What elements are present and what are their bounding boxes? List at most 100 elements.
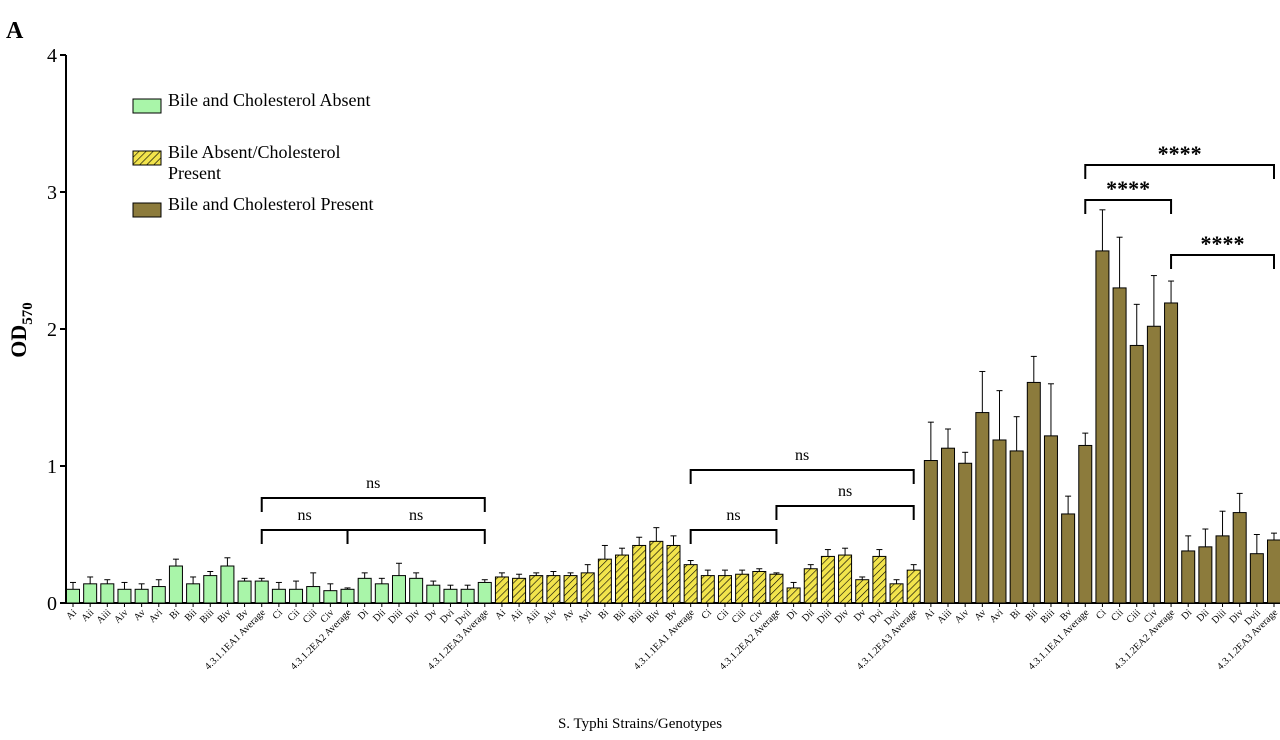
bracket — [689, 529, 778, 544]
error-bar — [876, 549, 883, 557]
x-tick-label: Avi — [988, 607, 1006, 625]
error-bar — [498, 572, 505, 577]
x-tick-label: Ci — [1094, 607, 1109, 622]
bar — [477, 581, 492, 604]
error-bar — [1150, 275, 1157, 327]
error-bar — [550, 570, 557, 576]
error-bar — [910, 564, 917, 571]
x-tick-label: Ciii — [730, 607, 749, 626]
error-bar — [1082, 432, 1089, 446]
error-bar — [1236, 492, 1243, 513]
x-tick-label: Aiii — [524, 607, 543, 626]
bar — [529, 575, 544, 604]
bracket — [260, 529, 349, 544]
bar — [975, 412, 990, 604]
y-tick-label: 3 — [47, 182, 57, 204]
panel-label: A — [6, 18, 24, 44]
bar — [1026, 381, 1041, 604]
error-bar — [773, 572, 780, 575]
error-bar — [962, 451, 969, 464]
bar — [632, 544, 647, 604]
x-tick-label: Div — [1227, 607, 1245, 625]
x-tick-label: Di — [356, 607, 371, 622]
error-bar — [310, 572, 317, 587]
x-tick-label: Div — [833, 607, 851, 625]
bar — [357, 577, 372, 604]
bracket-label: ns — [838, 483, 852, 500]
x-tick-label: Biii — [627, 607, 646, 626]
bar — [563, 575, 578, 604]
error-bar — [155, 579, 162, 587]
legend-swatch — [132, 98, 162, 114]
bar — [426, 584, 441, 604]
error-bar — [636, 536, 643, 546]
x-tick-label: Ciii — [1124, 607, 1143, 626]
bar — [117, 588, 132, 604]
legend-swatch — [132, 150, 162, 166]
bracket-label: **** — [1106, 176, 1150, 201]
bar — [906, 569, 921, 604]
error-bar — [70, 581, 76, 590]
bracket — [1084, 164, 1275, 179]
bar — [649, 540, 664, 604]
bracket-label: ns — [298, 507, 312, 524]
bar — [237, 580, 252, 604]
x-tick-label: Aiii — [935, 607, 954, 626]
bar — [494, 576, 509, 604]
error-bar — [619, 547, 626, 556]
bar — [992, 439, 1007, 604]
bar — [168, 565, 183, 604]
error-bar — [927, 421, 934, 461]
x-tick-label: Cii — [715, 607, 732, 624]
bar — [889, 583, 904, 604]
error-bar — [275, 581, 282, 590]
bracket-label: **** — [1201, 231, 1245, 256]
error-bar — [567, 572, 574, 576]
error-bar — [1133, 303, 1140, 346]
bracket-label: ns — [726, 507, 740, 524]
error-bar — [1219, 510, 1226, 536]
error-bar — [1168, 280, 1175, 303]
x-tick-label: Diii — [815, 607, 834, 626]
bar — [597, 558, 612, 604]
bracket-label: **** — [1158, 141, 1202, 166]
y-tick-label: 0 — [47, 593, 57, 615]
x-tick-label: Av — [561, 607, 577, 623]
error-bar — [1047, 383, 1054, 436]
legend-swatch — [132, 202, 162, 218]
bar — [512, 577, 527, 604]
bar — [220, 565, 235, 604]
bar — [1249, 553, 1264, 604]
error-bar — [327, 583, 334, 591]
error-bar — [1271, 532, 1277, 540]
bar — [271, 588, 286, 604]
bar — [1164, 302, 1179, 604]
bar — [803, 568, 818, 604]
error-bar — [104, 579, 111, 584]
x-tick-label: Bii — [183, 607, 200, 624]
x-tick-label: Ciii — [301, 607, 320, 626]
bar — [186, 583, 201, 604]
error-bar — [138, 583, 145, 590]
error-bar — [344, 587, 351, 590]
error-bar — [1116, 236, 1123, 288]
bar — [1129, 344, 1144, 604]
error-bar — [533, 572, 540, 576]
error-bar — [721, 569, 728, 576]
error-bar — [1030, 355, 1037, 383]
x-tick-label: Biv — [644, 607, 662, 625]
x-tick-label: Dii — [371, 607, 388, 624]
x-tick-label: Diii — [386, 607, 405, 626]
error-bar — [601, 544, 608, 560]
x-tick-label: Aii — [79, 607, 96, 624]
bar — [855, 579, 870, 604]
bar — [1146, 325, 1161, 604]
x-tick-label: Bii — [1023, 607, 1040, 624]
bar — [1095, 250, 1110, 604]
error-bar — [361, 572, 368, 579]
y-tick-label: 1 — [47, 456, 57, 478]
x-tick-label: Aiii — [95, 607, 114, 626]
x-tick-label: Ai — [64, 607, 79, 622]
